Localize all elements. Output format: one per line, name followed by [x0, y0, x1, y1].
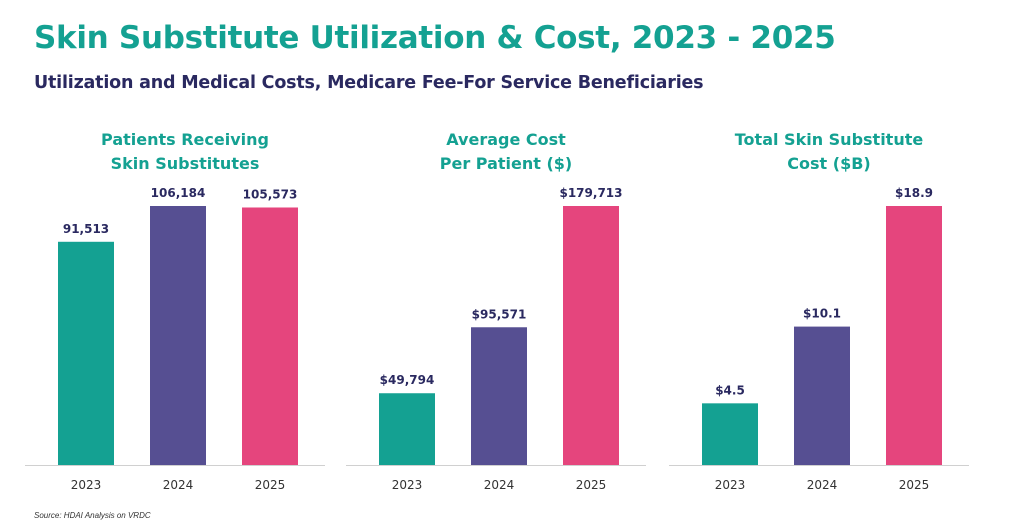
panel-title-line-1: Patients Receiving — [101, 130, 269, 149]
data-label-2024: $10.1 — [803, 307, 841, 321]
panel-title-line-2: Per Patient ($) — [439, 154, 573, 173]
bar-2025 — [563, 206, 619, 465]
patients-bar-chart: 91,513 2023 106,184 2024 105,573 2025 — [25, 186, 325, 492]
bar-2025 — [886, 206, 942, 465]
data-label-2023: $49,794 — [380, 373, 435, 387]
panel-total-cost: Total Skin Substitute Cost ($B) $4.5 2023… — [669, 120, 989, 500]
bar-2025 — [242, 207, 298, 465]
data-label-2023: $4.5 — [715, 383, 745, 397]
bar-2023 — [379, 393, 435, 465]
panel-title-line-2: Cost ($B) — [787, 154, 871, 173]
bar-2023 — [58, 241, 114, 465]
panel-title: Total Skin Substitute Cost ($B) — [669, 128, 989, 176]
x-tick-label-2025: 2025 — [899, 478, 930, 492]
data-label-2024: 106,184 — [151, 186, 206, 200]
x-tick-label-2024: 2024 — [807, 478, 838, 492]
x-tick-label-2025: 2025 — [576, 478, 607, 492]
panel-patients: Patients Receiving Skin Substitutes 91,5… — [25, 120, 345, 500]
x-tick-label-2024: 2024 — [484, 478, 515, 492]
avg-cost-bar-chart: $49,794 2023 $95,571 2024 $179,713 2025 — [346, 186, 646, 492]
panel-title-line-1: Total Skin Substitute — [734, 130, 924, 149]
bar-2023 — [702, 403, 758, 465]
bar-2024 — [150, 206, 206, 465]
x-tick-label-2023: 2023 — [71, 478, 102, 492]
x-tick-label-2023: 2023 — [392, 478, 423, 492]
panel-title: Average Cost Per Patient ($) — [346, 128, 666, 176]
data-label-2025: $18.9 — [895, 186, 933, 200]
panel-title: Patients Receiving Skin Substitutes — [25, 128, 345, 176]
panel-title-line-2: Skin Substitutes — [110, 154, 260, 173]
data-label-2025: $179,713 — [559, 186, 622, 200]
chart-title: Skin Substitute Utilization & Cost, 2023… — [34, 20, 836, 56]
data-label-2024: $95,571 — [472, 307, 527, 321]
bar-2024 — [471, 327, 527, 465]
source-note: Source: HDAI Analysis on VRDC — [34, 511, 151, 520]
data-label-2025: 105,573 — [243, 187, 298, 201]
x-tick-label-2023: 2023 — [715, 478, 746, 492]
bar-2024 — [794, 326, 850, 465]
data-label-2023: 91,513 — [63, 222, 109, 236]
panel-avg-cost: Average Cost Per Patient ($) $49,794 2023… — [346, 120, 666, 500]
x-tick-label-2024: 2024 — [163, 478, 194, 492]
chart-subtitle: Utilization and Medical Costs, Medicare … — [34, 73, 704, 93]
x-tick-label-2025: 2025 — [255, 478, 286, 492]
total-cost-bar-chart: $4.5 2023 $10.1 2024 $18.9 2025 — [669, 186, 969, 492]
panel-title-line-1: Average Cost — [446, 130, 566, 149]
